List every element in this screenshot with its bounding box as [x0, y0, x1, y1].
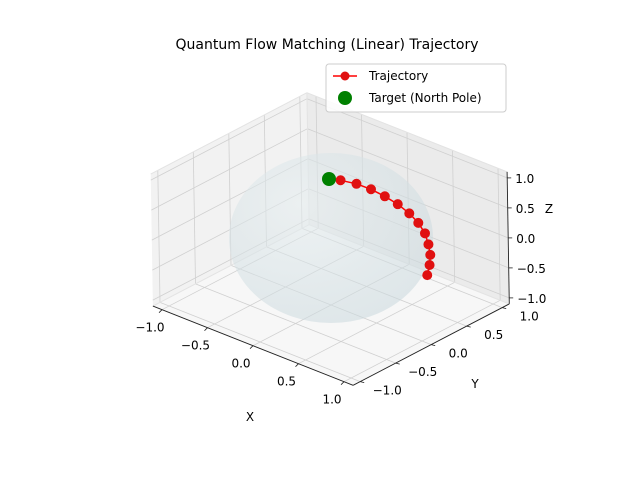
z-tick-label: 1.0: [515, 172, 534, 186]
y-tick-label: 0.5: [484, 328, 503, 342]
legend-target-label: Target (North Pole): [368, 91, 482, 105]
y-axis-label: Y: [470, 377, 479, 391]
grid-line: [151, 128, 308, 211]
x-tick: [340, 381, 345, 385]
trajectory-point: [404, 208, 415, 219]
trajectory-point: [425, 249, 436, 260]
trajectory-point: [423, 239, 434, 250]
trajectory-point: [365, 184, 376, 195]
z-tick-label: −1.0: [517, 292, 546, 306]
grid-line: [307, 128, 508, 209]
grid-line: [497, 168, 501, 301]
y-tick-label: 1.0: [520, 310, 539, 324]
x-tick: [249, 345, 254, 349]
trajectory-point: [379, 191, 390, 202]
x-tick: [204, 327, 208, 331]
data-series: [322, 172, 436, 281]
z-axis-label: Z: [545, 202, 553, 216]
y-tick: [431, 344, 436, 346]
trajectory-point: [413, 217, 424, 228]
grid-line: [150, 98, 308, 181]
x-tick: [158, 309, 163, 313]
grid-line: [298, 281, 455, 365]
x-tick-label: 0.0: [231, 357, 250, 371]
x-tick: [295, 363, 299, 367]
y-tick: [360, 381, 365, 383]
y-tick-label: −0.5: [408, 365, 437, 379]
z-tick-label: −0.5: [517, 262, 546, 276]
trajectory-point: [424, 260, 435, 270]
y-tick: [395, 362, 400, 365]
legend-trajectory-marker: [340, 71, 350, 81]
target-point: [322, 172, 336, 186]
y-tick: [502, 307, 507, 309]
trajectory-point: [351, 178, 362, 189]
legend-target-marker: [338, 91, 352, 105]
y-tick-label: −1.0: [373, 384, 402, 398]
chart-title: Quantum Flow Matching (Linear) Trajector…: [175, 37, 478, 53]
legend: Trajectory Target (North Pole): [325, 63, 507, 113]
trajectory-point: [419, 228, 430, 239]
y-tick-label: 0.0: [449, 347, 468, 361]
x-tick-label: 1.0: [322, 393, 341, 407]
y-tick: [466, 325, 471, 328]
z-tick-label: 0.5: [516, 202, 535, 216]
trajectory-point: [392, 199, 403, 210]
grid-line: [343, 299, 501, 383]
x-tick-label: −0.5: [181, 339, 210, 353]
pane-edge: [150, 92, 308, 175]
legend-box: [325, 63, 507, 113]
x-tick-label: −1.0: [135, 321, 164, 335]
y-axis-line: [352, 303, 510, 386]
legend-trajectory-label: Trajectory: [368, 69, 428, 83]
trajectory-point: [422, 270, 433, 281]
tick-labels: −1.0 −1.0 −1.0 −0.5 −0.5 −0.5 0.0 0.0 0.0 0.5 0.5 0…: [135, 172, 546, 407]
grid-line: [452, 150, 456, 283]
x-axis-label: X: [246, 410, 254, 424]
x-tick-label: 0.5: [277, 375, 296, 389]
z-tick-label: 0.0: [516, 232, 535, 246]
trajectory-point: [335, 175, 346, 186]
